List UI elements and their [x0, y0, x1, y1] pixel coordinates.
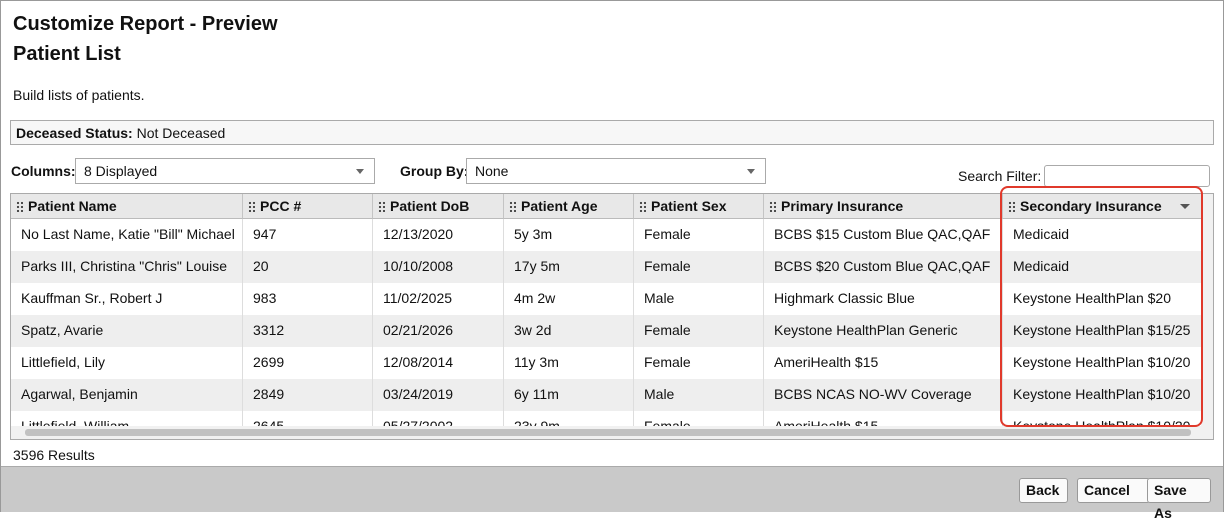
- button[interactable]: Back: [1019, 478, 1068, 503]
- table-cell: Keystone HealthPlan $10/20: [1003, 379, 1201, 411]
- page-subtitle: Patient List: [13, 43, 121, 65]
- search-input[interactable]: [1044, 165, 1210, 187]
- filter-label: Deceased Status:: [16, 125, 133, 141]
- column-header[interactable]: Patient Age: [504, 194, 634, 219]
- table-cell: BCBS NCAS NO-WV Coverage: [764, 379, 1003, 411]
- horizontal-scrollbar[interactable]: [11, 426, 1213, 439]
- table-cell: Keystone HealthPlan $10/20: [1003, 347, 1201, 379]
- scroll-thumb[interactable]: [25, 429, 1191, 436]
- table-cell: 5y 3m: [504, 219, 634, 251]
- table-cell: BCBS $15 Custom Blue QAC,QAF: [764, 219, 1003, 251]
- table-cell: 947: [243, 219, 373, 251]
- column-menu-arrow[interactable]: [1180, 204, 1190, 209]
- table-cell: Keystone HealthPlan $15/25: [1003, 315, 1201, 347]
- table-cell: 20: [243, 251, 373, 283]
- group-by-label: Group By:: [400, 163, 469, 179]
- table-cell: AmeriHealth $15: [764, 411, 1003, 426]
- column-header[interactable]: Secondary Insurance: [1003, 194, 1201, 219]
- vertical-scrollbar[interactable]: [1201, 194, 1213, 426]
- table-cell: Keystone HealthPlan Generic: [764, 315, 1003, 347]
- column-header[interactable]: Patient DoB: [373, 194, 504, 219]
- drag-handle[interactable]: [248, 201, 255, 212]
- table-cell: Male: [634, 283, 764, 315]
- table-cell: Male: [634, 379, 764, 411]
- table-cell: 11y 3m: [504, 347, 634, 379]
- table-cell: 23y 9m: [504, 411, 634, 426]
- table-cell: 05/27/2002: [373, 411, 504, 426]
- drag-handle[interactable]: [509, 201, 516, 212]
- table-cell: Female: [634, 251, 764, 283]
- page-title: Customize Report - Preview: [13, 13, 278, 35]
- row-background[interactable]: [11, 411, 1201, 426]
- table-cell: Keystone HealthPlan $20: [1003, 283, 1201, 315]
- table-cell: 17y 5m: [504, 251, 634, 283]
- table-cell: Keystone HealthPlan $10/20: [1003, 411, 1201, 426]
- table-cell: Spatz, Avarie: [11, 315, 243, 347]
- table-cell: Medicaid: [1003, 251, 1201, 283]
- table-cell: 4m 2w: [504, 283, 634, 315]
- table-cell: BCBS $20 Custom Blue QAC,QAF: [764, 251, 1003, 283]
- table-cell: 11/02/2025: [373, 283, 504, 315]
- table-cell: Parks III, Christina "Chris" Louise: [11, 251, 243, 283]
- columns-select[interactable]: 8 Displayed: [75, 158, 375, 184]
- button[interactable]: Save As: [1147, 478, 1211, 521]
- drag-handle[interactable]: [1008, 201, 1015, 212]
- table-cell: Highmark Classic Blue: [764, 283, 1003, 315]
- column-header[interactable]: Patient Sex: [634, 194, 764, 219]
- table-cell: Littlefield, William: [11, 411, 243, 426]
- results-count: 3596 Results: [13, 447, 95, 463]
- table-cell: 2699: [243, 347, 373, 379]
- table-cell: 12/13/2020: [373, 219, 504, 251]
- columns-label: Columns:: [11, 163, 76, 179]
- table-cell: Female: [634, 315, 764, 347]
- table-cell: 6y 11m: [504, 379, 634, 411]
- table-cell: 2849: [243, 379, 373, 411]
- table-cell: 3w 2d: [504, 315, 634, 347]
- column-header[interactable]: Primary Insurance: [764, 194, 1003, 219]
- table-cell: Littlefield, Lily: [11, 347, 243, 379]
- table-cell: Kauffman Sr., Robert J: [11, 283, 243, 315]
- table-cell: Female: [634, 411, 764, 426]
- data-grid: Patient Name PCC # Patient DoB Patient Age P…: [10, 193, 1214, 440]
- footer-bar: Back Cancel Save As: [1, 466, 1223, 521]
- table-cell: AmeriHealth $15: [764, 347, 1003, 379]
- column-header[interactable]: PCC #: [243, 194, 373, 219]
- table-cell: Agarwal, Benjamin: [11, 379, 243, 411]
- group-by-select[interactable]: None: [466, 158, 766, 184]
- filter-value: Not Deceased: [136, 125, 226, 141]
- table-cell: Female: [634, 219, 764, 251]
- table-cell: 10/10/2008: [373, 251, 504, 283]
- description: Build lists of patients.: [13, 87, 145, 103]
- table-cell: Female: [634, 347, 764, 379]
- button[interactable]: Cancel: [1077, 478, 1150, 503]
- table-cell: 03/24/2019: [373, 379, 504, 411]
- grid-viewport: Patient Name PCC # Patient DoB Patient Age P…: [11, 194, 1201, 426]
- highlight-box: [1000, 186, 1203, 427]
- table-cell: No Last Name, Katie "Bill" Michael: [11, 219, 243, 251]
- table-cell: 12/08/2014: [373, 347, 504, 379]
- filter-summary: Deceased Status: Not Deceased: [10, 120, 1214, 145]
- drag-handle[interactable]: [769, 201, 776, 212]
- table-cell: Medicaid: [1003, 219, 1201, 251]
- drag-handle[interactable]: [16, 201, 23, 212]
- table-cell: 983: [243, 283, 373, 315]
- table-cell: 2645: [243, 411, 373, 426]
- drag-handle[interactable]: [378, 201, 385, 212]
- table-cell: 3312: [243, 315, 373, 347]
- search-label: Search Filter:: [958, 168, 1042, 184]
- column-header[interactable]: Patient Name: [11, 194, 243, 219]
- table-cell: 02/21/2026: [373, 315, 504, 347]
- drag-handle[interactable]: [639, 201, 646, 212]
